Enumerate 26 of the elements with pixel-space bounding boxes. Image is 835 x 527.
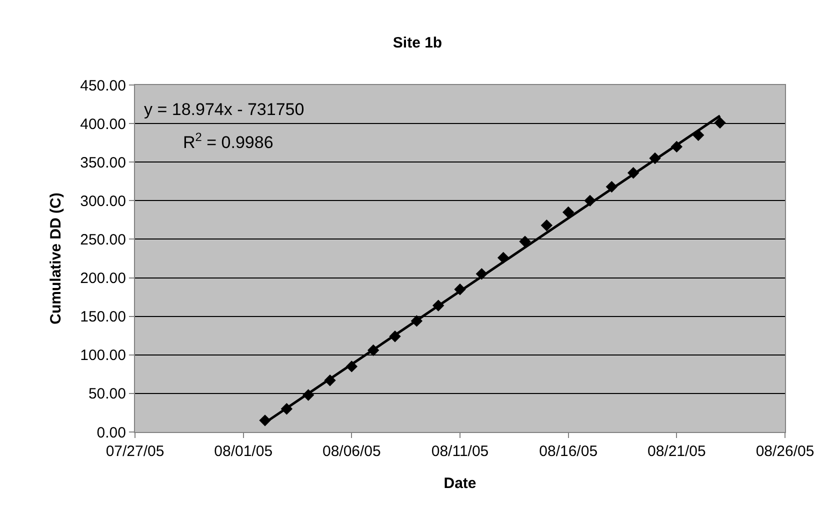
point (562, 206, 574, 218)
x-axis-title: Date (444, 475, 476, 492)
x-tick-label: 08/21/05 (647, 443, 706, 460)
point (714, 116, 726, 129)
y-tick-label: 400.00 (80, 116, 126, 133)
y-tick-label: 300.00 (80, 192, 126, 210)
x-tick-label: 08/26/05 (756, 443, 814, 460)
annotation: R$^{2}$ = 0.9986 (183, 130, 274, 152)
point (540, 219, 553, 232)
x-tick-label: 08/06/05 (322, 443, 381, 460)
y-tick-label: 350.00 (80, 154, 126, 172)
y-tick-label: 0.00 (96, 424, 126, 442)
x-tick-label: 08/01/05 (214, 443, 273, 460)
x-tick-label: 08/16/05 (539, 443, 598, 460)
y-tick-label: 200.00 (80, 270, 126, 288)
annotation: y = 18.974x - 731750 (144, 100, 304, 119)
y-tick-label: 50.00 (88, 386, 126, 403)
y-tick-label: 100.00 (80, 347, 126, 364)
x-tick-label: 07/27/05 (106, 443, 164, 460)
chart-title: Site 1b (392, 34, 442, 52)
y-axis-title: Cumulative DD (C) (47, 192, 64, 324)
y-tick-label: 450.00 (80, 77, 126, 94)
point (519, 236, 531, 248)
y-tick-label: 150.00 (80, 308, 126, 326)
x-tick-label: 08/11/05 (431, 443, 489, 460)
y-tick-label: 250.00 (80, 231, 126, 248)
